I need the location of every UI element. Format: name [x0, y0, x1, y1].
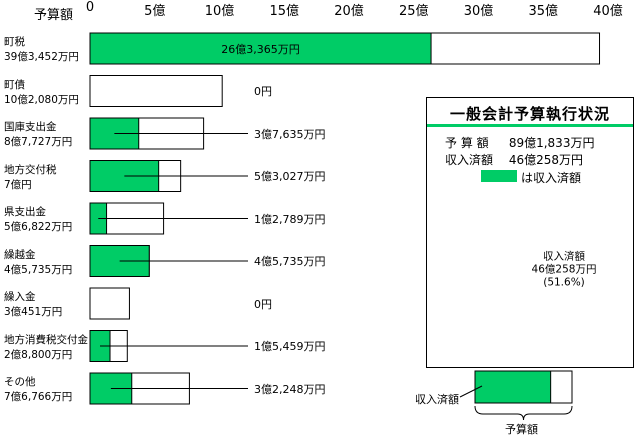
category-name: 県支出金: [4, 206, 46, 218]
category-name: 町債: [4, 78, 25, 91]
summary-budget-row: 予 算 額 89億1,833万円: [445, 134, 594, 151]
category-budget: 7億円: [4, 178, 32, 191]
category-budget: 7億6,766万円: [4, 391, 73, 403]
executed-value-label: 26億3,365万円: [221, 42, 300, 56]
category-name: 国庫支出金: [4, 121, 57, 133]
x-tick-label: 5億: [144, 4, 166, 19]
summary-title: 一般会計予算執行状況: [449, 105, 610, 123]
x-tick-label: 35億: [528, 4, 559, 19]
category-name: その他: [4, 376, 36, 388]
executed-bar: [89, 32, 432, 65]
legend-label-executed: は収入済額: [521, 171, 582, 185]
pie-label: 収入済額 46億258万円 (51.6%): [532, 251, 597, 290]
executed-value-label: 1億5,459万円: [254, 340, 326, 353]
executed-value-label: 5億3,027万円: [254, 170, 326, 183]
guide-executed-bar: [474, 370, 552, 404]
category-budget: 39億3,452万円: [4, 51, 79, 63]
x-axis-label: 予算額: [34, 8, 74, 23]
category-budget: 10億2,080万円: [4, 93, 79, 106]
category-budget: 5億6,822万円: [4, 221, 73, 233]
x-tick-label: 40億: [593, 4, 623, 19]
executed-value-label: 0円: [254, 297, 272, 311]
pie-label-line-2: 46億258万円: [531, 263, 597, 276]
summary-budget-value: 89億1,833万円: [508, 136, 595, 150]
executed-value-label: 3億2,248万円: [254, 382, 326, 396]
x-tick-label: 0: [85, 0, 95, 15]
summary-title-rule: [427, 124, 633, 127]
summary-executed-key: 収入済額: [445, 153, 494, 167]
category-name: 地方消費税交付金: [4, 333, 88, 346]
category-budget: 3億451万円: [4, 306, 63, 318]
guide-pointer-line: [459, 385, 483, 398]
executed-value-label: 3億7,635万円: [254, 127, 326, 141]
x-tick-label: 15億: [269, 4, 300, 19]
x-tick-label: 30億: [463, 4, 494, 19]
executed-value-label: 1億2,789万円: [254, 212, 326, 226]
executed-value-label: 4億5,735万円: [254, 255, 326, 268]
legend-swatch-executed: [481, 170, 517, 182]
category-name: 繰越金: [4, 248, 36, 261]
guide-executed-label: 収入済額: [415, 393, 459, 406]
category-name: 繰入金: [4, 291, 36, 303]
budget-bar: [89, 75, 223, 107]
pie-label-line-3: (51.6%): [543, 276, 585, 289]
category-name: 地方交付税: [4, 163, 57, 176]
executed-value-label: 0円: [254, 85, 272, 98]
summary-executed-value: 46億258万円: [508, 153, 584, 167]
x-tick-label: 25億: [398, 4, 429, 19]
summary-budget-key: 予 算 額: [445, 136, 489, 150]
guide-budget-brace: [474, 405, 573, 421]
category-name: 町税: [4, 36, 25, 48]
category-budget: 2億8,800万円: [4, 348, 73, 361]
x-tick-label: 10億: [204, 4, 235, 19]
category-budget: 8億7,727万円: [4, 136, 73, 148]
category-budget: 4億5,735万円: [4, 263, 73, 276]
summary-panel: 一般会計予算執行状況 予 算 額 89億1,833万円 収入済額 46億258万…: [426, 97, 634, 368]
x-tick-label: 20億: [334, 4, 364, 19]
summary-executed-row: 収入済額 46億258万円: [445, 151, 583, 168]
guide-budget-label: 予算額: [505, 423, 538, 436]
budget-bar: [89, 287, 130, 320]
pie-label-line-1: 収入済額: [543, 250, 585, 263]
